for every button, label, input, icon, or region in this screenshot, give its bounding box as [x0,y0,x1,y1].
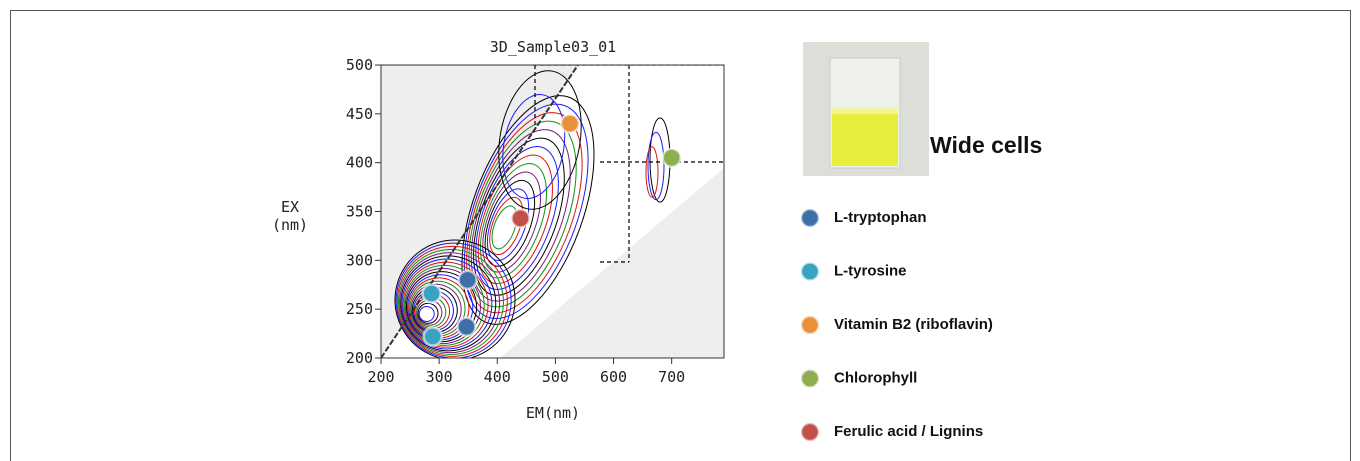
x-tick-label: 300 [426,368,453,386]
legend-label: L-tryptophan [834,209,926,226]
x-axis-label: EM(nm) [526,404,580,422]
legend-label: Vitamin B2 (riboflavin) [834,316,993,333]
y-tick-label: 200 [346,349,373,367]
data-point [457,318,475,336]
legend-marker [801,370,819,388]
y-tick-label: 500 [346,56,373,74]
y-tick-label: 400 [346,154,373,172]
y-axis-label: EX [281,198,299,216]
page: 3D_Sample03_01 EM(nm) EX (nm) Wide cells… [0,0,1360,461]
data-point [561,115,579,133]
y-tick-label: 450 [346,105,373,123]
data-point [663,149,681,167]
legend-marker [801,316,819,334]
legend-label: Ferulic acid / Lignins [834,423,983,440]
y-tick-label: 350 [346,203,373,221]
x-tick-label: 400 [484,368,511,386]
x-tick-label: 200 [367,368,394,386]
legend: L-tryptophan L-tyrosine Vitamin B2 (ribofl… [801,209,993,441]
legend-label: Chlorophyll [834,369,917,386]
y-tick-label: 300 [346,251,373,269]
x-tick-label: 700 [658,368,685,386]
y-axis-label: (nm) [272,216,308,234]
y-tick-label: 250 [346,300,373,318]
legend-marker [801,423,819,441]
x-tick-label: 600 [600,368,627,386]
data-point [512,209,530,227]
data-point [423,285,441,303]
chart-title: 3D_Sample03_01 [490,38,616,56]
data-point [424,328,442,346]
data-point [459,271,477,289]
x-tick-label: 500 [542,368,569,386]
legend-label: L-tyrosine [834,262,907,279]
legend-marker [801,263,819,281]
photo-caption: Wide cells [930,132,1042,158]
legend-marker [801,209,819,227]
photo [803,42,929,176]
